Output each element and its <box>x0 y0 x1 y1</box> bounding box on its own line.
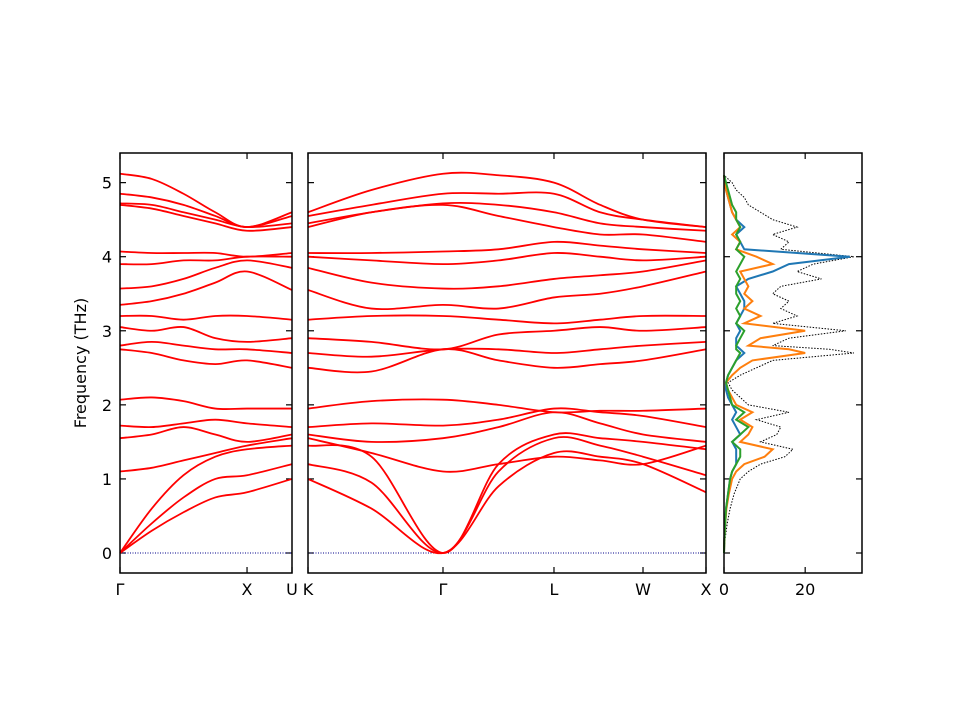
axes-frame <box>723 152 863 574</box>
x-tick-label: Γ <box>116 580 125 599</box>
band <box>307 259 707 290</box>
band <box>119 437 293 473</box>
y-axis-label: Frequency (THz) <box>71 298 90 428</box>
y-tick-label: 0 <box>102 544 112 563</box>
x-tick-label: Γ <box>439 580 448 599</box>
band <box>119 325 293 343</box>
band <box>119 426 293 443</box>
x-tick-label: X <box>242 580 253 599</box>
axes-frame <box>119 152 293 574</box>
band <box>307 450 707 554</box>
band <box>307 437 707 473</box>
y-tick-label: 1 <box>102 470 112 489</box>
y-tick-label: 2 <box>102 396 112 415</box>
y-tick-label: 5 <box>102 174 112 193</box>
band <box>119 418 293 429</box>
x-tick-label: U <box>286 580 298 599</box>
band <box>119 270 293 306</box>
band <box>307 270 707 310</box>
band <box>119 444 293 554</box>
band <box>119 314 293 321</box>
axes-frame <box>307 152 707 574</box>
band <box>307 432 707 554</box>
band <box>307 240 707 255</box>
x-tick-label: W <box>635 580 651 599</box>
band <box>119 348 293 369</box>
band <box>307 326 707 351</box>
band <box>307 411 707 443</box>
band <box>307 398 707 414</box>
band <box>307 252 707 266</box>
x-tick-label: K <box>303 580 314 599</box>
band <box>119 478 293 554</box>
band <box>119 396 292 410</box>
band <box>307 201 707 232</box>
band <box>119 340 293 354</box>
x-tick-label: 0 <box>719 580 729 599</box>
band <box>119 172 293 228</box>
band <box>307 348 707 374</box>
band <box>307 171 707 228</box>
band <box>119 463 293 554</box>
x-tick-label: L <box>550 580 559 599</box>
band <box>119 203 293 232</box>
band <box>119 250 293 258</box>
y-tick-label: 3 <box>102 322 112 341</box>
dos-line <box>723 174 854 554</box>
x-tick-label: 20 <box>795 580 815 599</box>
band <box>307 314 707 325</box>
band <box>307 340 707 358</box>
dos-line <box>723 175 806 554</box>
y-tick-label: 4 <box>102 248 112 267</box>
dos-line <box>723 174 751 554</box>
band <box>119 259 293 290</box>
band <box>307 407 707 428</box>
x-tick-label: X <box>701 580 712 599</box>
